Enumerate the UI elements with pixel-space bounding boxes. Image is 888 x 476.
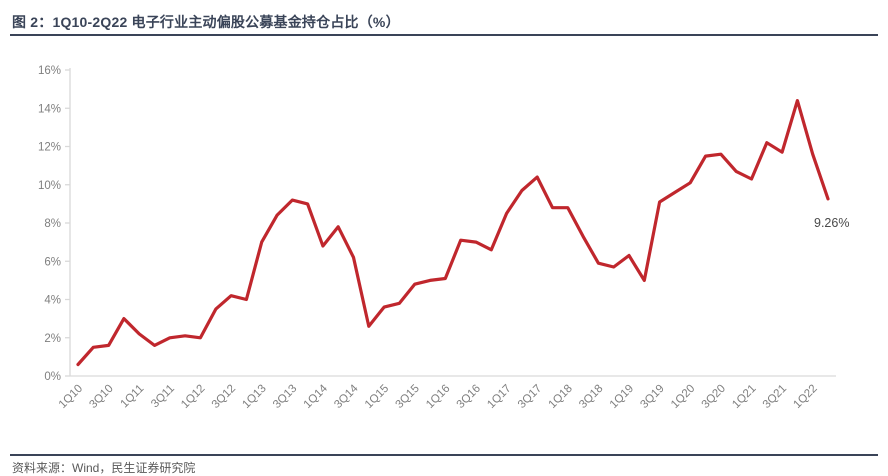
figure-title: 图 2：1Q10-2Q22 电子行业主动偏股公募基金持仓占比（%） [12,14,400,30]
x-tick-label: 1Q21 [730,383,758,411]
x-tick-label: 3Q10 [87,383,115,411]
chart-area: 0% 2% 4% 6% 8% 10% 12% 14% 16% 1Q10 3Q10 1Q11 3Q11 1Q… [0,40,888,452]
x-tick-label: 1Q12 [179,383,207,411]
x-tick-label: 3Q15 [393,383,421,411]
x-tick-label: 1Q13 [240,383,268,411]
line-chart: 0%2%4%6%8%10%12%14%16%1Q10 3Q10 1Q11 3Q11 1Q… [38,65,849,411]
x-tick-label: 3Q20 [700,383,728,411]
x-tick-label: 3Q12 [210,383,238,411]
x-tick-label: 3Q21 [761,383,789,411]
x-tick-label: 1Q17 [485,383,513,411]
last-value-label: 9.26% [814,216,849,230]
y-tick-label: 2% [44,333,61,345]
y-tick-label: 12% [38,142,61,154]
y-tick-label: 0% [44,371,61,383]
title-divider [10,34,878,36]
y-tick-label: 8% [44,218,61,230]
x-tick-label: 3Q19 [638,383,666,411]
holdings-series-line [76,98,830,367]
x-tick-label: 3Q13 [271,383,299,411]
x-tick-label: 1Q19 [608,383,636,411]
x-tick-label: 1Q11 [119,383,147,411]
x-tick-label: 1Q14 [302,382,331,411]
x-tick-label: 1Q20 [669,383,697,411]
x-tick-label: 3Q11 [149,383,177,411]
x-tick-label: 3Q17 [516,383,544,411]
x-tick-label: 3Q16 [455,383,483,411]
y-tick-label: 6% [44,256,61,268]
y-tick-label: 14% [38,103,61,115]
x-tick-label: 1Q22 [791,383,819,411]
y-tick-label: 10% [38,180,61,192]
x-tick-label: 1Q16 [424,383,452,411]
x-tick-label: 1Q15 [363,383,391,411]
x-tick-label: 3Q18 [577,383,605,411]
x-tick-label: 1Q10 [57,383,85,411]
x-tick-label: 1Q18 [547,383,575,411]
y-tick-label: 16% [38,65,61,77]
data-source: 资料来源：Wind，民生证券研究院 [12,461,196,475]
x-tick-label: 3Q14 [332,382,361,411]
footer-divider [10,454,878,456]
y-tick-label: 4% [44,295,61,307]
